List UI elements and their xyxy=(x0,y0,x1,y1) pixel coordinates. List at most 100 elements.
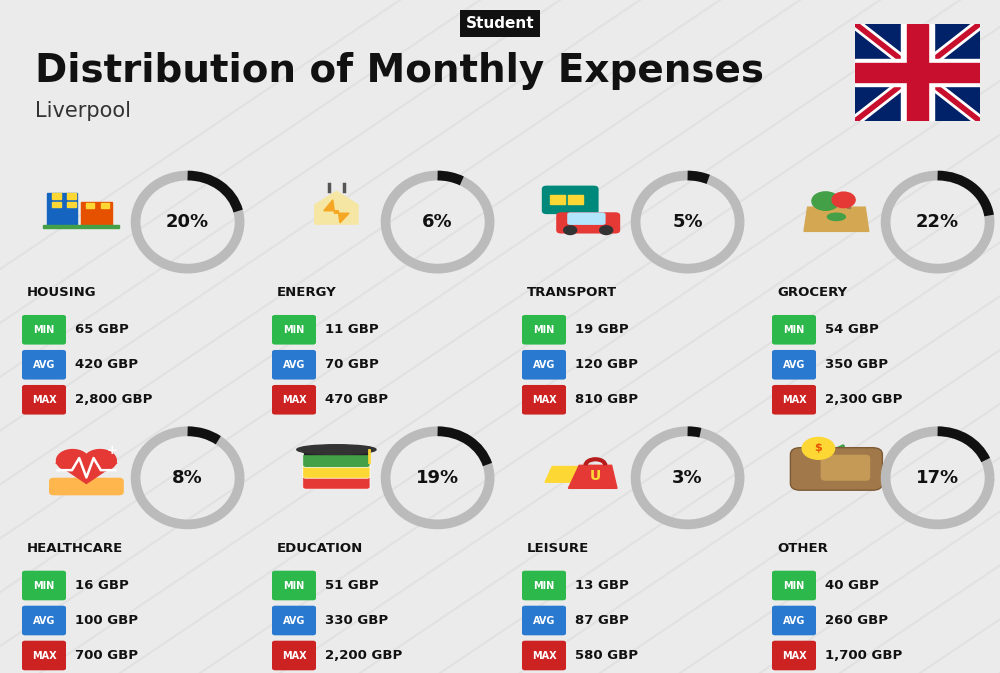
FancyBboxPatch shape xyxy=(22,606,66,635)
Bar xyxy=(101,203,109,209)
Text: GROCERY: GROCERY xyxy=(777,286,847,299)
FancyBboxPatch shape xyxy=(22,350,66,380)
Text: AVG: AVG xyxy=(533,360,555,369)
FancyBboxPatch shape xyxy=(522,606,566,635)
Ellipse shape xyxy=(827,213,845,221)
Text: MIN: MIN xyxy=(533,581,555,590)
FancyBboxPatch shape xyxy=(522,350,566,380)
Text: 11 GBP: 11 GBP xyxy=(325,323,379,336)
Text: MIN: MIN xyxy=(33,325,55,334)
Text: TRANSPORT: TRANSPORT xyxy=(527,286,617,299)
Text: 120 GBP: 120 GBP xyxy=(575,358,638,371)
Bar xyxy=(47,192,77,227)
Polygon shape xyxy=(324,200,349,223)
Bar xyxy=(855,59,980,86)
Text: MIN: MIN xyxy=(783,325,805,334)
Text: MAX: MAX xyxy=(782,395,806,404)
Text: 810 GBP: 810 GBP xyxy=(575,393,638,406)
Text: MAX: MAX xyxy=(532,395,556,404)
Polygon shape xyxy=(56,463,117,483)
Text: AVG: AVG xyxy=(283,616,305,625)
FancyBboxPatch shape xyxy=(821,455,870,481)
FancyBboxPatch shape xyxy=(22,641,66,670)
FancyBboxPatch shape xyxy=(272,350,316,380)
Text: MIN: MIN xyxy=(33,581,55,590)
Ellipse shape xyxy=(297,445,376,454)
FancyBboxPatch shape xyxy=(522,641,566,670)
Bar xyxy=(568,195,583,203)
Text: AVG: AVG xyxy=(783,360,805,369)
Polygon shape xyxy=(568,465,617,489)
Circle shape xyxy=(57,450,89,471)
FancyBboxPatch shape xyxy=(272,606,316,635)
Text: +: + xyxy=(106,444,117,457)
Text: 420 GBP: 420 GBP xyxy=(75,358,138,371)
Text: MIN: MIN xyxy=(283,325,305,334)
FancyBboxPatch shape xyxy=(790,448,882,490)
Text: MAX: MAX xyxy=(32,651,56,660)
FancyBboxPatch shape xyxy=(772,385,816,415)
FancyBboxPatch shape xyxy=(303,454,370,467)
Text: 580 GBP: 580 GBP xyxy=(575,649,638,662)
Text: MAX: MAX xyxy=(32,395,56,404)
FancyBboxPatch shape xyxy=(772,641,816,670)
FancyBboxPatch shape xyxy=(522,315,566,345)
Text: AVG: AVG xyxy=(283,360,305,369)
Text: MIN: MIN xyxy=(783,581,805,590)
FancyBboxPatch shape xyxy=(567,213,606,225)
Text: Distribution of Monthly Expenses: Distribution of Monthly Expenses xyxy=(35,52,764,90)
Text: 87 GBP: 87 GBP xyxy=(575,614,629,627)
Text: AVG: AVG xyxy=(783,616,805,625)
Bar xyxy=(52,202,61,207)
Text: Student: Student xyxy=(466,16,534,31)
Text: 2,200 GBP: 2,200 GBP xyxy=(325,649,402,662)
Text: 3%: 3% xyxy=(672,469,703,487)
Circle shape xyxy=(802,437,835,459)
Text: 2,300 GBP: 2,300 GBP xyxy=(825,393,902,406)
Circle shape xyxy=(600,226,613,234)
Text: ENERGY: ENERGY xyxy=(277,286,337,299)
FancyBboxPatch shape xyxy=(542,186,599,214)
Circle shape xyxy=(564,226,577,234)
Polygon shape xyxy=(804,207,869,232)
Text: MIN: MIN xyxy=(533,325,555,334)
Bar xyxy=(304,448,369,454)
Text: 17%: 17% xyxy=(916,469,959,487)
Text: EDUCATION: EDUCATION xyxy=(277,542,363,555)
Text: 8%: 8% xyxy=(172,469,203,487)
Text: 16 GBP: 16 GBP xyxy=(75,579,129,592)
FancyBboxPatch shape xyxy=(272,571,316,600)
FancyBboxPatch shape xyxy=(272,315,316,345)
Circle shape xyxy=(84,450,116,471)
Bar xyxy=(52,193,61,199)
Text: 5%: 5% xyxy=(672,213,703,231)
Text: $: $ xyxy=(815,444,822,454)
FancyBboxPatch shape xyxy=(772,571,816,600)
Bar xyxy=(43,225,119,227)
Bar xyxy=(855,63,980,82)
Text: 700 GBP: 700 GBP xyxy=(75,649,138,662)
FancyBboxPatch shape xyxy=(522,385,566,415)
Text: 1,700 GBP: 1,700 GBP xyxy=(825,649,902,662)
Polygon shape xyxy=(315,191,358,224)
FancyBboxPatch shape xyxy=(303,464,370,479)
Bar xyxy=(86,203,94,209)
Text: 19%: 19% xyxy=(416,469,459,487)
FancyBboxPatch shape xyxy=(772,606,816,635)
Text: HEALTHCARE: HEALTHCARE xyxy=(27,542,123,555)
Bar xyxy=(67,193,76,199)
Text: MAX: MAX xyxy=(282,651,306,660)
Bar xyxy=(81,203,112,227)
FancyBboxPatch shape xyxy=(49,478,124,495)
Text: MAX: MAX xyxy=(782,651,806,660)
Text: 2,800 GBP: 2,800 GBP xyxy=(75,393,152,406)
Text: 330 GBP: 330 GBP xyxy=(325,614,388,627)
Text: 20%: 20% xyxy=(166,213,209,231)
Text: AVG: AVG xyxy=(33,360,55,369)
FancyBboxPatch shape xyxy=(522,571,566,600)
Text: MAX: MAX xyxy=(282,395,306,404)
FancyBboxPatch shape xyxy=(772,350,816,380)
Text: 100 GBP: 100 GBP xyxy=(75,614,138,627)
Text: OTHER: OTHER xyxy=(777,542,828,555)
FancyBboxPatch shape xyxy=(22,385,66,415)
